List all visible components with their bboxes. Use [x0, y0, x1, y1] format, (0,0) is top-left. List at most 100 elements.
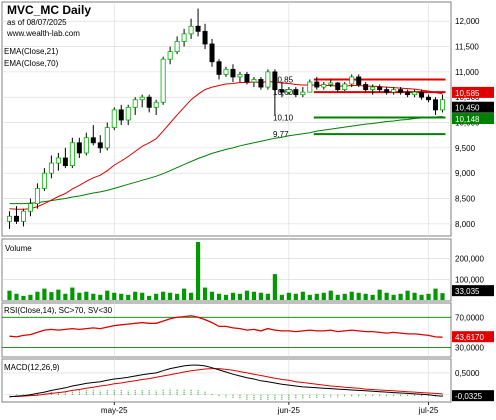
- resistance-value-tag-bg: [452, 86, 494, 98]
- candle-down: [279, 89, 285, 93]
- rsi-panel: [1, 302, 452, 358]
- candle-up: [307, 81, 313, 93]
- candle-up: [55, 157, 61, 164]
- volume-bar: [63, 293, 68, 300]
- volume-bar: [321, 292, 326, 300]
- volume-label: Volume: [5, 244, 32, 253]
- candle-up: [83, 137, 89, 154]
- volume-bar: [370, 294, 375, 300]
- candle-down: [258, 79, 264, 88]
- candle-up: [412, 91, 418, 96]
- volume-bar: [182, 288, 187, 300]
- volume-bar: [188, 292, 194, 300]
- candle-up: [153, 101, 159, 108]
- candle-up: [188, 25, 194, 35]
- rsi-value-tag-bg: [452, 331, 494, 343]
- candle-down: [272, 71, 278, 91]
- volume-bar: [440, 293, 445, 300]
- volume-bar: [209, 291, 215, 300]
- candle-up: [321, 84, 327, 88]
- candle-up: [342, 83, 348, 90]
- volume-bar: [272, 274, 277, 300]
- volume-bar: [335, 294, 340, 300]
- macd-axis-tick: 0,5000: [455, 369, 480, 378]
- volume-bar: [328, 290, 333, 300]
- price-axis-tick: 8,500: [455, 195, 476, 204]
- candle-down: [209, 43, 215, 63]
- macd-line: [9, 364, 443, 398]
- volume-bar: [398, 293, 403, 300]
- x-axis-tick: jul-25: [418, 406, 439, 415]
- price-axis-tick: 8,000: [455, 220, 476, 229]
- candle-down: [146, 96, 152, 108]
- volume-bar: [14, 293, 19, 300]
- volume-bar: [342, 293, 347, 300]
- volume-bar: [265, 293, 270, 300]
- candle-down: [377, 86, 383, 90]
- rsi-label: RSI(Close,14), SC>70, SV<30: [4, 306, 113, 315]
- volume-bar: [154, 293, 159, 300]
- candle-down: [433, 99, 439, 111]
- volume-bar: [168, 292, 173, 300]
- candle-up: [160, 58, 166, 103]
- volume-bar: [126, 294, 131, 300]
- volume-bar: [105, 290, 110, 300]
- macd-label: MACD(12,26,9): [4, 363, 60, 372]
- candle-down: [244, 74, 250, 83]
- volume-bar: [363, 293, 368, 300]
- volume-bar: [286, 292, 291, 300]
- volume-bar: [21, 295, 26, 300]
- candle-up: [349, 76, 355, 85]
- candle-down: [195, 25, 201, 32]
- volume-bar: [356, 292, 361, 300]
- volume-bar: [70, 287, 75, 300]
- volume-bar: [56, 289, 61, 300]
- candle-up: [69, 142, 75, 167]
- candle-up: [328, 82, 334, 85]
- candle-down: [419, 91, 425, 98]
- macd-value-tag: -0,0325: [455, 392, 483, 401]
- volume-bar: [28, 294, 33, 300]
- volume-bar: [91, 293, 96, 300]
- support-value-tag-bg: [452, 113, 494, 125]
- volume-bar: [223, 294, 229, 300]
- candle-down: [90, 137, 96, 144]
- rsi-line: [9, 315, 443, 338]
- volume-bar: [84, 291, 89, 300]
- level-label: 10,10: [273, 113, 294, 122]
- candle-up: [132, 99, 138, 108]
- candlesticks: [6, 8, 446, 229]
- volume-bar: [293, 293, 298, 300]
- x-axis-tick: may-25: [101, 406, 128, 415]
- volume-bar: [384, 292, 389, 300]
- volume-bar: [202, 287, 208, 300]
- as-of-date: as of 08/07/2025: [7, 18, 67, 27]
- candle-up: [300, 91, 306, 96]
- volume-bar: [412, 292, 417, 300]
- volume-bar: [119, 293, 124, 300]
- candle-up: [286, 89, 292, 93]
- support-value-tag: 10,148: [455, 115, 480, 124]
- volume-bar: [405, 290, 410, 300]
- volume-panel: [1, 238, 452, 302]
- macd-value-tag-bg: [452, 390, 494, 402]
- candle-up: [391, 89, 397, 93]
- price-panel: [1, 1, 452, 237]
- last-price-tag-bg: [452, 101, 494, 113]
- candle-up: [237, 74, 243, 78]
- volume-value-tag: 33,035: [455, 287, 480, 296]
- volume-bar: [230, 292, 236, 300]
- volume-bars: [7, 242, 445, 300]
- candle-up: [370, 86, 376, 90]
- volume-bar: [300, 291, 305, 300]
- volume-bar: [161, 291, 166, 300]
- ema70-line: [9, 116, 443, 205]
- volume-bar: [307, 294, 312, 300]
- volume-value-tag-bg: [452, 285, 494, 297]
- resistance-value-tag: 10,585: [455, 89, 480, 98]
- value-tags: 10,585 10,450 10,148 33,035 43,6170 -0,0325: [452, 86, 494, 402]
- candle-up: [48, 162, 54, 174]
- candle-up: [167, 51, 173, 60]
- volume-bar: [237, 293, 243, 300]
- volume-bar: [426, 293, 431, 300]
